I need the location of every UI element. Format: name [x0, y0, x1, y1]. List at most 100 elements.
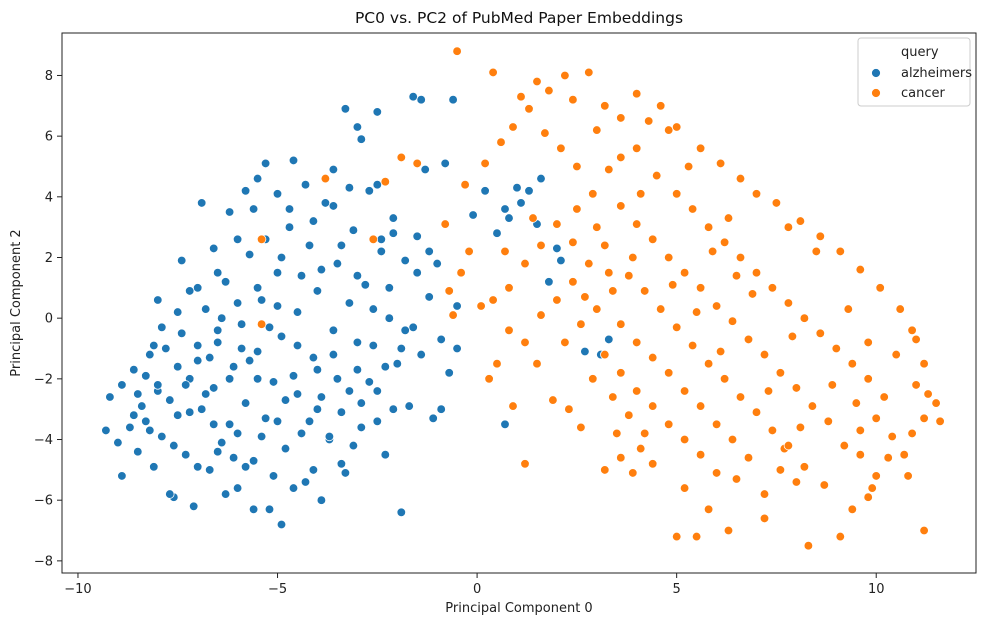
point-alzheimers-187 [524, 186, 534, 196]
point-alzheimers-105 [276, 519, 287, 530]
point-cancer-118 [719, 374, 730, 384]
point-cancer-191 [715, 346, 726, 357]
point-alzheimers-37 [256, 295, 267, 305]
point-cancer-98 [679, 268, 690, 278]
point-alzheimers-181 [252, 173, 263, 184]
point-cancer-103 [600, 240, 610, 251]
point-alzheimers-18 [181, 450, 191, 460]
point-alzheimers-60 [348, 225, 359, 235]
point-cancer-185 [787, 331, 798, 342]
point-cancer-179 [707, 246, 718, 257]
point-alzheimers-120 [312, 404, 323, 414]
point-cancer-86 [871, 413, 881, 423]
legend-marker-cancer [871, 88, 881, 98]
point-alzheimers-40 [268, 377, 279, 387]
y-tick-label: 0 [45, 312, 53, 327]
point-alzheimers-136 [193, 462, 203, 472]
point-cancer-82 [831, 343, 841, 354]
point-cancer-102 [616, 201, 626, 211]
point-alzheimers-59 [344, 298, 355, 308]
point-alzheimers-113 [236, 343, 247, 354]
point-cancer-129 [648, 352, 658, 363]
point-alzheimers-186 [516, 198, 526, 208]
point-cancer-205 [636, 443, 646, 454]
point-cancer-66 [572, 204, 582, 214]
point-alzheimers-53 [320, 198, 331, 208]
point-cancer-110 [592, 304, 602, 314]
point-alzheimers-101 [300, 180, 311, 190]
point-cancer-32 [907, 428, 917, 439]
point-alzheimers-173 [304, 416, 315, 426]
point-cancer-28 [923, 389, 933, 399]
point-cancer-124 [727, 434, 738, 445]
point-alzheimers-179 [328, 201, 339, 211]
point-alzheimers-114 [252, 374, 263, 384]
point-alzheimers-185 [504, 213, 514, 223]
x-axis-label: Principal Component 0 [445, 601, 592, 616]
point-alzheimers-95 [288, 155, 299, 166]
x-tick-label: −5 [268, 582, 287, 597]
point-cancer-59 [492, 359, 502, 369]
point-alzheimers-147 [292, 340, 303, 351]
point-alzheimers-104 [316, 495, 327, 505]
point-alzheimers-24 [205, 465, 215, 475]
point-alzheimers-36 [252, 346, 263, 357]
point-cancer-105 [568, 277, 578, 287]
point-cancer-77 [751, 268, 762, 278]
point-alzheimers-140 [153, 380, 163, 390]
point-cancer-36 [863, 492, 873, 502]
point-cancer-4 [544, 85, 554, 96]
point-cancer-163 [256, 234, 267, 244]
point-alzheimers-83 [444, 368, 454, 378]
point-cancer-29 [931, 398, 941, 408]
y-tick-label: −2 [34, 372, 53, 387]
point-cancer-144 [520, 459, 530, 469]
point-cancer-198 [775, 465, 786, 475]
point-cancer-181 [592, 222, 602, 232]
point-alzheimers-148 [312, 365, 323, 375]
point-alzheimers-206 [388, 228, 398, 238]
point-alzheimers-160 [232, 234, 243, 244]
point-alzheimers-48 [300, 477, 311, 487]
point-cancer-67 [588, 189, 598, 199]
point-alzheimers-200 [604, 334, 614, 345]
point-alzheimers-195 [436, 334, 446, 345]
point-alzheimers-21 [193, 355, 203, 366]
point-alzheimers-132 [288, 483, 299, 493]
point-cancer-199 [855, 450, 865, 460]
point-alzheimers-108 [165, 489, 175, 499]
y-tick-label: −8 [34, 554, 53, 569]
point-alzheimers-137 [169, 440, 179, 451]
point-alzheimers-163 [173, 307, 183, 317]
point-cancer-151 [480, 158, 490, 169]
point-alzheimers-84 [448, 95, 458, 105]
point-cancer-13 [672, 122, 682, 132]
point-alzheimers-97 [197, 198, 207, 208]
point-alzheimers-125 [400, 325, 410, 335]
point-alzheimers-87 [416, 95, 426, 105]
point-cancer-56 [532, 359, 542, 369]
point-alzheimers-155 [316, 264, 327, 275]
point-alzheimers-141 [173, 362, 183, 372]
point-cancer-100 [648, 234, 658, 244]
point-alzheimers-71 [392, 359, 402, 369]
point-cancer-68 [604, 164, 614, 175]
point-cancer-94 [743, 334, 754, 345]
point-cancer-81 [815, 328, 825, 338]
point-cancer-87 [855, 425, 865, 436]
point-alzheimers-76 [412, 231, 422, 241]
point-cancer-11 [644, 116, 654, 126]
point-cancer-125 [711, 419, 722, 429]
point-cancer-115 [672, 322, 682, 332]
chart-title: PC0 vs. PC2 of PubMed Paper Embeddings [355, 9, 683, 27]
point-alzheimers-64 [364, 186, 374, 196]
point-alzheimers-170 [181, 380, 191, 390]
point-cancer-190 [763, 386, 774, 396]
point-cancer-93 [759, 349, 770, 360]
point-cancer-204 [679, 483, 690, 493]
point-alzheimers-51 [312, 286, 323, 296]
point-cancer-200 [903, 471, 913, 481]
point-alzheimers-107 [220, 489, 231, 499]
point-cancer-104 [584, 258, 594, 269]
